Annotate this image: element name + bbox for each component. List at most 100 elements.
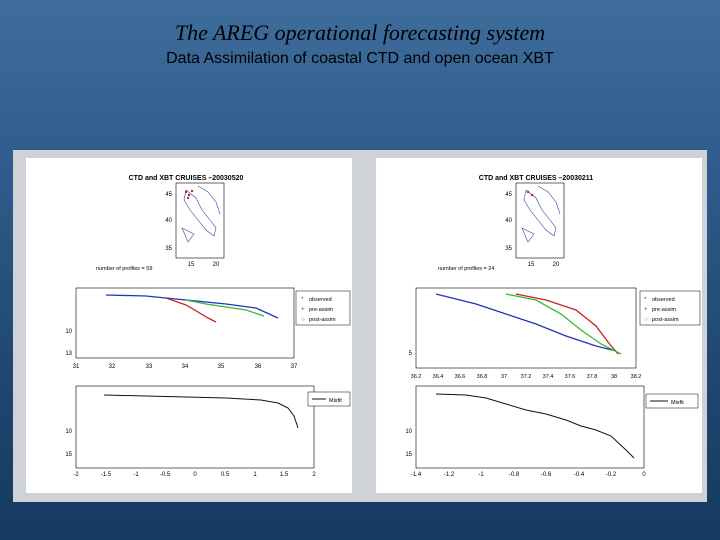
right-figure-panel: CTD and XBT CRUISES –20030211 45 40 35 1…: [376, 158, 702, 493]
left-figure-svg: CTD and XBT CRUISES –20030520 45 40 35 1…: [65, 175, 351, 478]
left-misfit-x-tick: 0: [193, 472, 197, 478]
left-legend-box: [295, 290, 351, 326]
left-misfit-x-tick: -2: [73, 472, 79, 478]
right-profile-x-tick: 37.2: [521, 374, 532, 380]
left-map-lon-tick: 15: [188, 262, 195, 268]
left-profile-x-tick: 32: [109, 364, 116, 370]
left-misfit-x-tick: -0.5: [160, 472, 171, 478]
right-profile-x-tick: 36.2: [411, 374, 422, 380]
right-misfit-x-tick: -0.6: [541, 472, 552, 478]
right-map-station: [526, 190, 530, 194]
left-map-title: CTD and XBT CRUISES –20030520: [129, 175, 244, 182]
left-map-station: [184, 190, 188, 194]
left-misfit-x-tick: 0.5: [221, 472, 230, 478]
right-map-island: [521, 227, 535, 243]
right-map-lon-tick: 20: [553, 262, 560, 268]
right-profile-x-tick: 36.8: [477, 374, 488, 380]
right-profile-x-tick: 38.2: [631, 374, 642, 380]
right-legend-post-assim: post-assim: [652, 317, 679, 323]
left-misfit-line: [103, 394, 299, 429]
right-legend-post-assim-marker: ○: [644, 317, 648, 323]
left-legend-pre-assim-marker: +: [301, 307, 305, 313]
right-profile-post-assim-line: [505, 293, 622, 355]
right-map-lat-tick: 40: [505, 218, 512, 224]
left-profile-post-assim-line: [185, 299, 265, 317]
right-profile-x-tick: 36.4: [433, 374, 444, 380]
left-profile-axes: [75, 287, 295, 359]
right-map-lat-tick: 35: [505, 246, 512, 252]
right-map-lon-tick: 15: [528, 262, 535, 268]
right-profile-x-tick: 37.8: [587, 374, 598, 380]
left-profile-pre-assim-line: [165, 297, 217, 323]
left-misfit-x-tick: 1: [253, 472, 257, 478]
right-map-coastline: [523, 189, 557, 237]
left-legend-pre-assim: pre-assim: [309, 307, 334, 313]
right-profile-axes: [415, 287, 637, 369]
left-legend-post-assim: post-assim: [309, 317, 336, 323]
right-profile-observed-line: [435, 293, 617, 352]
left-legend-observed-marker: *: [301, 297, 304, 303]
right-misfit-legend-box: [645, 393, 699, 409]
left-misfit-x-tick: 2: [312, 472, 316, 478]
left-profiles-count: number of profiles = 59: [96, 266, 152, 272]
left-figure-panel: CTD and XBT CRUISES –20030520 45 40 35 1…: [26, 158, 352, 493]
left-legend-observed: observed: [309, 297, 332, 303]
left-map-station: [190, 189, 194, 193]
left-map-station: [186, 196, 190, 200]
right-misfit-legend-label: Misfit: [671, 400, 684, 406]
right-profile-x-tick: 36.6: [455, 374, 466, 380]
left-map-frame: [175, 182, 225, 259]
left-profile-x-tick: 35: [218, 364, 225, 370]
right-misfit-x-tick: -1: [478, 472, 484, 478]
right-misfit-x-tick: -0.8: [509, 472, 520, 478]
left-map-coastline: [183, 189, 217, 237]
right-map-station: [530, 193, 534, 197]
left-misfit-y-tick: 15: [65, 452, 72, 458]
left-misfit-x-tick: -1.5: [101, 472, 112, 478]
left-profile-x-tick: 37: [291, 364, 298, 370]
right-misfit-x-tick: 0: [642, 472, 646, 478]
right-profile-x-tick: 37: [501, 374, 507, 380]
right-misfit-x-tick: -0.2: [606, 472, 617, 478]
right-map-lat-tick: 45: [505, 192, 512, 198]
slide-subtitle: Data Assimilation of coastal CTD and ope…: [166, 50, 554, 67]
left-misfit-y-tick: 10: [65, 429, 72, 435]
left-misfit-legend-label: Misfit: [329, 398, 342, 404]
right-legend-observed-marker: *: [644, 297, 647, 303]
right-profiles-count: number of profiles = 24: [438, 266, 494, 272]
left-profile-x-tick: 31: [73, 364, 80, 370]
left-misfit-axes: [75, 385, 315, 469]
left-map-lat-tick: 45: [165, 192, 172, 198]
right-misfit-y-tick: 10: [405, 429, 412, 435]
right-map-title: CTD and XBT CRUISES –20030211: [479, 175, 593, 182]
right-profile-x-tick: 38: [611, 374, 617, 380]
left-profile-x-tick: 34: [182, 364, 189, 370]
right-misfit-x-tick: -1.2: [444, 472, 455, 478]
left-map-lon-tick: 20: [213, 262, 220, 268]
slide-title: The AREG operational forecasting system: [174, 20, 546, 45]
right-misfit-axes: [415, 385, 645, 469]
left-profile-y-tick: 13: [65, 351, 72, 357]
right-misfit-y-tick: 15: [405, 452, 412, 458]
left-legend-post-assim-marker: ○: [301, 317, 305, 323]
left-map-station: [187, 193, 191, 197]
left-misfit-x-tick: -1: [133, 472, 139, 478]
left-map-lat-tick: 35: [165, 246, 172, 252]
right-misfit-x-tick: -0.4: [574, 472, 585, 478]
right-legend-pre-assim: pre-assim: [652, 307, 677, 313]
right-profile-pre-assim-line: [515, 293, 619, 355]
left-map-coastline-east: [197, 185, 221, 215]
right-figure-svg: CTD and XBT CRUISES –20030211 45 40 35 1…: [405, 175, 701, 478]
left-profile-x-tick: 33: [146, 364, 153, 370]
left-profile-x-tick: 36: [255, 364, 262, 370]
right-profile-y-tick: 5: [409, 351, 413, 357]
left-profile-y-tick: 10: [65, 329, 72, 335]
right-map-frame: [515, 182, 565, 259]
left-map-lat-tick: 40: [165, 218, 172, 224]
right-map-coastline-east: [537, 185, 561, 215]
left-profile-observed-line: [105, 294, 279, 319]
left-map-island: [181, 227, 195, 243]
right-misfit-line: [435, 393, 635, 459]
right-legend-box: [639, 290, 701, 326]
right-legend-observed: observed: [652, 297, 675, 303]
